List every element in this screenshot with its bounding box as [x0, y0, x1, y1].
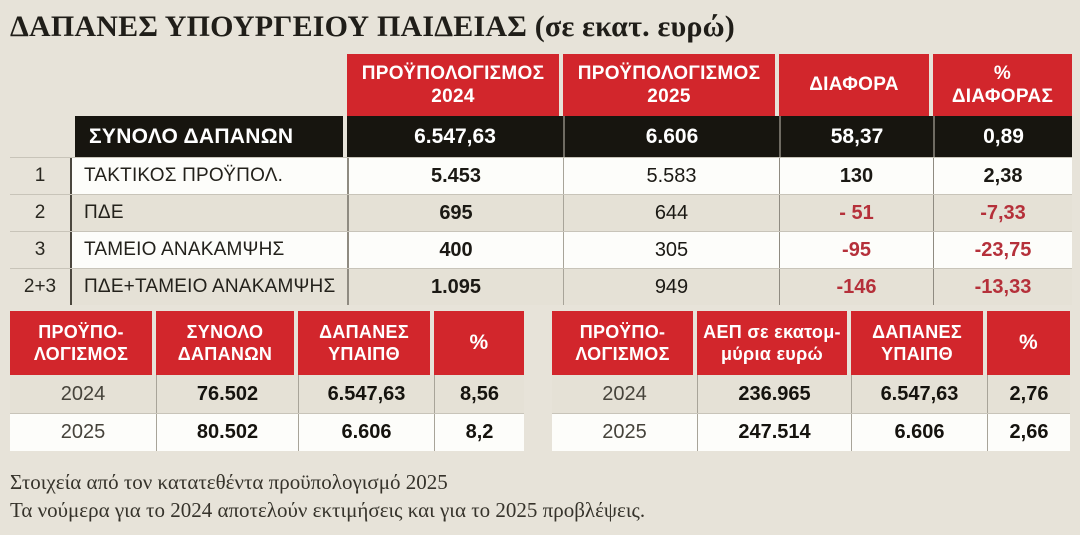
- left-table-row-2024: 2024 76.502 6.547,63 8,56: [10, 375, 524, 413]
- total-budget-2024: 6.547,63: [347, 116, 563, 157]
- cell-budget-2025: 949: [563, 269, 779, 305]
- cell-budget-2025: 305: [563, 232, 779, 268]
- right-table-row-2024: 2024 236.965 6.547,63 2,76: [552, 375, 1070, 413]
- total-diff: 58,37: [779, 116, 933, 157]
- cell-budget-2024: 1.095: [347, 269, 563, 305]
- cell-budget-2024: 5.453: [347, 158, 563, 194]
- col-header-budget-label: ΠΡΟΫΠΟ- ΛΟΓΙΣΜΟΣ: [552, 311, 693, 375]
- cell-ministry-expenses: 6.547,63: [298, 375, 434, 413]
- cell-budget-2024: 400: [347, 232, 563, 268]
- col-header-percent-label: %: [987, 311, 1070, 375]
- right-table-header-row: ΠΡΟΫΠΟ- ΛΟΓΙΣΜΟΣ ΑΕΠ σε εκατομ- μύρια ευ…: [552, 311, 1070, 375]
- row-number: 3: [34, 239, 46, 260]
- cell-total-expenses: 76.502: [156, 375, 298, 413]
- cell-percent: 8,2: [434, 414, 524, 451]
- col-header-budget-2024-label: ΠΡΟΫΠΟΛΟΓΙΣΜΟΣ 2024: [347, 54, 559, 116]
- right-table-row-2025: 2025 247.514 6.606 2,66: [552, 413, 1070, 451]
- row-label: ΤΑΜΕΙΟ ΑΝΑΚΑΜΨΗΣ: [70, 232, 347, 268]
- table-row-tameio: 3 ΤΑΜΕΙΟ ΑΝΑΚΑΜΨΗΣ 400 305 -95 -23,75: [10, 231, 1072, 268]
- cell-diff: -95: [779, 232, 933, 268]
- row-label: ΠΔΕ+ΤΑΜΕΙΟ ΑΝΑΚΑΜΨΗΣ: [70, 269, 347, 305]
- left-table-row-2025: 2025 80.502 6.606 8,2: [10, 413, 524, 451]
- col-header-budget-2025: ΠΡΟΫΠΟΛΟΓΙΣΜΟΣ 2025: [563, 54, 779, 116]
- cell-budget-2025: 5.583: [563, 158, 779, 194]
- total-row: ΣΥΝΟΛΟ ΔΑΠΑΝΩΝ 6.547,63 6.606 58,37 0,89: [10, 116, 1072, 157]
- header-spacer: [10, 54, 347, 116]
- col-header-ministry-expenses: ΔΑΠΑΝΕΣ ΥΠΑΙΠΘ: [851, 311, 987, 375]
- cell-year: 2025: [10, 414, 156, 451]
- cell-ministry-expenses: 6.547,63: [851, 375, 987, 413]
- footnote-note: Τα νούμερα για το 2024 αποτελούν εκτιμήσ…: [10, 498, 646, 522]
- cell-diff: - 51: [779, 195, 933, 231]
- cell-diff: -146: [779, 269, 933, 305]
- budget-vs-gdp-table: ΠΡΟΫΠΟ- ΛΟΓΙΣΜΟΣ ΑΕΠ σε εκατομ- μύρια ευ…: [552, 311, 1070, 451]
- row-number: 2+3: [23, 276, 57, 297]
- cell-year: 2024: [552, 375, 697, 413]
- col-header-budget-2024: ΠΡΟΫΠΟΛΟΓΙΣΜΟΣ 2024: [347, 54, 563, 116]
- row-label: ΠΔΕ: [70, 195, 347, 231]
- cell-diff-pct: -13,33: [933, 269, 1072, 305]
- col-header-diff: ΔΙΑΦΟΡΑ: [779, 54, 933, 116]
- row-label: ΤΑΚΤΙΚΟΣ ΠΡΟΫΠΟΛ.: [70, 158, 347, 194]
- table-row-pde: 2 ΠΔΕ 695 644 - 51 -7,33: [10, 194, 1072, 231]
- col-header-total-expenses: ΣΥΝΟΛΟ ΔΑΠΑΝΩΝ: [156, 311, 298, 375]
- main-table-header-row: ΠΡΟΫΠΟΛΟΓΙΣΜΟΣ 2024 ΠΡΟΫΠΟΛΟΓΙΣΜΟΣ 2025 …: [10, 54, 1072, 116]
- footnote-source: Στοιχεία από τον κατατεθέντα προϋπολογισ…: [10, 470, 448, 494]
- table-row-pde-tameio: 2+3 ΠΔΕ+ΤΑΜΕΙΟ ΑΝΑΚΑΜΨΗΣ 1.095 949 -146 …: [10, 268, 1072, 305]
- cell-diff: 130: [779, 158, 933, 194]
- col-header-budget-label: ΠΡΟΫΠΟ- ΛΟΓΙΣΜΟΣ: [10, 311, 152, 375]
- col-header-gdp: ΑΕΠ σε εκατομ- μύρια ευρώ: [697, 311, 851, 375]
- col-header-diff-label: ΔΙΑΦΟΡΑ: [779, 54, 929, 116]
- total-budget-2025: 6.606: [563, 116, 779, 157]
- table-row-taktikos: 1 ΤΑΚΤΙΚΟΣ ΠΡΟΫΠΟΛ. 5.453 5.583 130 2,38: [10, 157, 1072, 194]
- cell-gdp: 236.965: [697, 375, 851, 413]
- cell-percent: 2,76: [987, 375, 1070, 413]
- page-title: ΔΑΠΑΝΕΣ ΥΠΟΥΡΓΕΙΟΥ ΠΑΙΔΕΙΑΣ (σε εκατ. ευ…: [10, 10, 735, 43]
- cell-year: 2024: [10, 375, 156, 413]
- col-header-ministry-expenses-label: ΔΑΠΑΝΕΣ ΥΠΑΙΠΘ: [851, 311, 983, 375]
- bottom-tables: ΠΡΟΫΠΟ- ΛΟΓΙΣΜΟΣ ΣΥΝΟΛΟ ΔΑΠΑΝΩΝ ΔΑΠΑΝΕΣ …: [10, 311, 1071, 451]
- col-header-gdp-label: ΑΕΠ σε εκατομ- μύρια ευρώ: [697, 311, 847, 375]
- col-header-budget-2025-label: ΠΡΟΫΠΟΛΟΓΙΣΜΟΣ 2025: [563, 54, 775, 116]
- cell-total-expenses: 80.502: [156, 414, 298, 451]
- col-header-budget: ΠΡΟΫΠΟ- ΛΟΓΙΣΜΟΣ: [10, 311, 156, 375]
- cell-diff-pct: 2,38: [933, 158, 1072, 194]
- total-row-spacer: [10, 116, 75, 157]
- cell-budget-2025: 644: [563, 195, 779, 231]
- main-expenses-table: ΠΡΟΫΠΟΛΟΓΙΣΜΟΣ 2024 ΠΡΟΫΠΟΛΟΓΙΣΜΟΣ 2025 …: [10, 54, 1072, 305]
- col-header-percent-label: %: [434, 311, 524, 375]
- col-header-percent: %: [987, 311, 1070, 375]
- col-header-diff-pct: % ΔΙΑΦΟΡΑΣ: [933, 54, 1072, 116]
- cell-year: 2025: [552, 414, 697, 451]
- col-header-percent: %: [434, 311, 524, 375]
- cell-diff-pct: -23,75: [933, 232, 1072, 268]
- total-row-label: ΣΥΝΟΛΟ ΔΑΠΑΝΩΝ: [75, 116, 343, 157]
- row-number: 2: [34, 202, 46, 223]
- row-number: 1: [34, 165, 46, 186]
- col-header-ministry-expenses-label: ΔΑΠΑΝΕΣ ΥΠΑΙΠΘ: [298, 311, 430, 375]
- footnotes: Στοιχεία από τον κατατεθέντα προϋπολογισ…: [10, 468, 1071, 524]
- total-diff-pct: 0,89: [933, 116, 1072, 157]
- col-header-total-expenses-label: ΣΥΝΟΛΟ ΔΑΠΑΝΩΝ: [156, 311, 294, 375]
- cell-ministry-expenses: 6.606: [298, 414, 434, 451]
- cell-budget-2024: 695: [347, 195, 563, 231]
- cell-percent: 2,66: [987, 414, 1070, 451]
- col-header-budget: ΠΡΟΫΠΟ- ΛΟΓΙΣΜΟΣ: [552, 311, 697, 375]
- cell-ministry-expenses: 6.606: [851, 414, 987, 451]
- cell-diff-pct: -7,33: [933, 195, 1072, 231]
- budget-vs-total-table: ΠΡΟΫΠΟ- ΛΟΓΙΣΜΟΣ ΣΥΝΟΛΟ ΔΑΠΑΝΩΝ ΔΑΠΑΝΕΣ …: [10, 311, 524, 451]
- col-header-diff-pct-label: % ΔΙΑΦΟΡΑΣ: [933, 54, 1072, 116]
- left-table-header-row: ΠΡΟΫΠΟ- ΛΟΓΙΣΜΟΣ ΣΥΝΟΛΟ ΔΑΠΑΝΩΝ ΔΑΠΑΝΕΣ …: [10, 311, 524, 375]
- cell-gdp: 247.514: [697, 414, 851, 451]
- cell-percent: 8,56: [434, 375, 524, 413]
- col-header-ministry-expenses: ΔΑΠΑΝΕΣ ΥΠΑΙΠΘ: [298, 311, 434, 375]
